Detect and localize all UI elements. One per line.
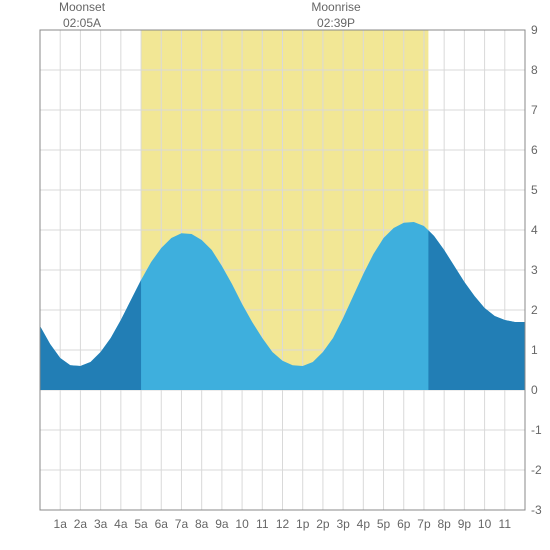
svg-text:1p: 1p — [296, 517, 310, 531]
svg-text:4a: 4a — [114, 517, 128, 531]
moonset-label: Moonset — [59, 0, 105, 14]
svg-text:5p: 5p — [377, 517, 391, 531]
svg-text:8a: 8a — [195, 517, 209, 531]
svg-text:9: 9 — [531, 23, 538, 37]
svg-text:10: 10 — [235, 517, 249, 531]
chart-svg: -3-2-101234567891a2a3a4a5a6a7a8a9a101112… — [0, 0, 550, 550]
svg-text:9p: 9p — [458, 517, 472, 531]
svg-text:4: 4 — [531, 223, 538, 237]
svg-text:1: 1 — [531, 343, 538, 357]
svg-text:12: 12 — [276, 517, 290, 531]
svg-text:4p: 4p — [357, 517, 371, 531]
svg-text:1a: 1a — [54, 517, 68, 531]
svg-text:-1: -1 — [531, 423, 542, 437]
svg-text:0: 0 — [531, 383, 538, 397]
svg-text:5a: 5a — [134, 517, 148, 531]
tide-chart: Moonset 02:05A Moonrise 02:39P -3-2-1012… — [0, 0, 550, 550]
svg-text:6p: 6p — [397, 517, 411, 531]
svg-text:7: 7 — [531, 103, 538, 117]
svg-text:2p: 2p — [316, 517, 330, 531]
moonset-time: 02:05A — [52, 16, 112, 32]
svg-text:3: 3 — [531, 263, 538, 277]
svg-text:3p: 3p — [336, 517, 350, 531]
svg-text:11: 11 — [499, 517, 512, 531]
svg-text:6: 6 — [531, 143, 538, 157]
svg-text:-3: -3 — [531, 503, 542, 517]
svg-text:11: 11 — [256, 517, 269, 531]
svg-text:10: 10 — [478, 517, 492, 531]
svg-text:2a: 2a — [74, 517, 88, 531]
svg-text:8p: 8p — [437, 517, 451, 531]
svg-text:-2: -2 — [531, 463, 542, 477]
moonrise-label: Moonrise — [311, 0, 360, 14]
moonrise-annotation: Moonrise 02:39P — [306, 0, 366, 31]
svg-text:6a: 6a — [155, 517, 169, 531]
svg-text:7a: 7a — [175, 517, 189, 531]
svg-text:9a: 9a — [215, 517, 229, 531]
svg-text:7p: 7p — [417, 517, 431, 531]
moonrise-time: 02:39P — [306, 16, 366, 32]
svg-text:2: 2 — [531, 303, 538, 317]
moonset-annotation: Moonset 02:05A — [52, 0, 112, 31]
svg-text:8: 8 — [531, 63, 538, 77]
svg-text:5: 5 — [531, 183, 538, 197]
svg-text:3a: 3a — [94, 517, 108, 531]
